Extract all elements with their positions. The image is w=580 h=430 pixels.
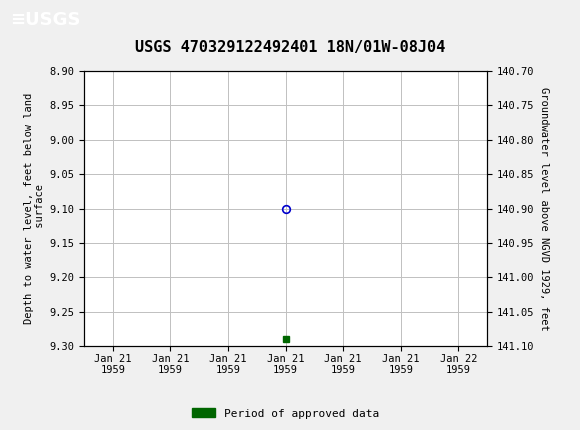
- Text: ≡USGS: ≡USGS: [10, 12, 81, 29]
- Y-axis label: Groundwater level above NGVD 1929, feet: Groundwater level above NGVD 1929, feet: [539, 87, 549, 330]
- Text: USGS 470329122492401 18N/01W-08J04: USGS 470329122492401 18N/01W-08J04: [135, 40, 445, 55]
- Legend: Period of approved data: Period of approved data: [188, 404, 383, 423]
- Y-axis label: Depth to water level, feet below land
 surface: Depth to water level, feet below land su…: [24, 93, 45, 324]
